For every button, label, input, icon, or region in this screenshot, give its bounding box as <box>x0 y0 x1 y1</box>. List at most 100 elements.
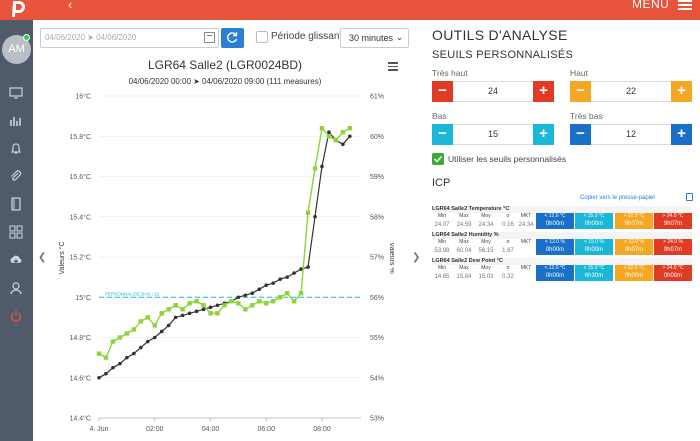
hamburger-icon[interactable] <box>678 0 692 10</box>
low-minus-button[interactable]: − <box>432 124 453 145</box>
icp-zone-header: > 24.0 % <box>654 239 692 246</box>
custom-thresholds-title: SEUILS PERSONNALISÉS <box>432 49 574 61</box>
duration-select[interactable]: 30 minutes ⌄ <box>340 28 409 48</box>
temperature-point <box>257 287 262 292</box>
very-low-stepper: − 12 + <box>570 124 692 145</box>
chevron-right-icon[interactable]: ❯ <box>412 252 421 263</box>
icp-stat-header: Max <box>459 265 469 271</box>
low-plus-button[interactable]: + <box>533 124 554 145</box>
temperature-point <box>341 142 345 147</box>
high-input[interactable]: 22 <box>591 81 671 102</box>
temperature-point <box>166 323 171 328</box>
y-left-tick-label: 15.8°C <box>70 133 91 141</box>
icp-block: LGR64 Salle2 Dew Point °C Min Max Moy σ MKT 14… <box>432 258 692 284</box>
icp-zone-header: < 15.0 °C <box>575 213 613 220</box>
icp-zone-header: < 12.0 °C <box>536 265 574 272</box>
humidity-point <box>201 303 206 308</box>
humidity-point <box>187 301 192 306</box>
x-tick-label: 02:00 <box>146 426 164 433</box>
humidity-point <box>110 339 116 344</box>
y-left-tick-label: 15.6°C <box>70 173 91 181</box>
temperature-point <box>327 130 331 135</box>
temperature-series-line <box>98 130 351 379</box>
temperature-point <box>313 214 317 219</box>
humidity-point <box>124 331 130 336</box>
humidity-point <box>194 299 199 304</box>
y-left-tick-label: 15.2°C <box>70 254 91 262</box>
icp-zone-header: > 22.0 °C <box>615 265 653 272</box>
bell-icon[interactable] <box>9 142 23 156</box>
temperature-point <box>243 293 248 298</box>
grid-icon[interactable] <box>9 225 23 239</box>
very-low-plus-button[interactable]: + <box>671 124 692 145</box>
icp-table: LGR64 Salle2 Temperature °C Min Max Moy σ MKT… <box>432 206 692 284</box>
sliding-period-checkbox[interactable] <box>256 31 268 43</box>
copy-icon[interactable] <box>686 193 693 201</box>
y-left-tick-label: 15.4°C <box>70 213 91 221</box>
humidity-point <box>284 291 290 296</box>
very-low-minus-button[interactable]: − <box>570 124 591 145</box>
icp-stat-header: Min <box>437 213 447 219</box>
y-left-tick-label: 15°C <box>75 294 91 302</box>
low-stepper: − 15 + <box>432 124 554 145</box>
very-low-input[interactable]: 12 <box>591 124 671 145</box>
menu-label[interactable]: MENU <box>632 0 670 11</box>
icp-stat-value: 1.67 <box>502 248 514 254</box>
date-range-text: 04/06/2020 ➤ 04/06/2020 <box>45 33 137 42</box>
power-icon[interactable] <box>9 309 23 323</box>
copy-clipboard-link[interactable]: Copier vers le presse-papier <box>580 195 656 201</box>
icp-stat-header: MKT <box>520 213 532 219</box>
humidity-point <box>291 299 297 304</box>
low-input[interactable]: 15 <box>453 124 533 145</box>
paperclip-icon[interactable] <box>9 170 23 184</box>
icp-zone-duration: 0h00m <box>536 220 574 229</box>
icp-stat-header: σ <box>506 265 510 271</box>
icp-block: LGR64 Salle2 Humidity % Min Max Moy σ MKT 53.9… <box>432 232 692 258</box>
very-high-minus-button[interactable]: − <box>432 81 453 102</box>
humidity-point <box>166 307 171 312</box>
icp-stat-value: 0.32 <box>502 274 514 280</box>
high-plus-button[interactable]: + <box>671 81 692 102</box>
app-logo-icon[interactable] <box>6 0 30 18</box>
temperature-point <box>118 361 122 366</box>
y-right-tick-label: 56% <box>370 295 384 302</box>
high-minus-button[interactable]: − <box>570 81 591 102</box>
humidity-point <box>250 303 255 308</box>
user-icon[interactable] <box>9 281 23 295</box>
temperature-point <box>201 307 206 312</box>
book-icon[interactable] <box>9 197 23 211</box>
top-bar: ‹ MENU <box>0 0 700 20</box>
very-high-input[interactable]: 24 <box>453 81 533 102</box>
date-range-input[interactable]: 04/06/2020 ➤ 04/06/2020 <box>40 28 219 48</box>
monitor-icon[interactable] <box>9 86 23 100</box>
icp-stat-value: 24.34 <box>518 222 534 228</box>
refresh-button[interactable] <box>221 28 244 48</box>
bar-chart-icon[interactable] <box>9 114 23 128</box>
x-tick-label: 06:00 <box>257 426 275 433</box>
humidity-point <box>312 166 318 171</box>
icp-stat-value: 15.03 <box>478 274 494 280</box>
icp-sensor-name: LGR64 Salle2 Temperature °C <box>432 206 692 213</box>
humidity-point <box>305 210 311 215</box>
temperature-point <box>97 375 101 380</box>
high-stepper: − 22 + <box>570 81 692 102</box>
temperature-point <box>292 271 296 275</box>
humidity-point <box>173 303 178 308</box>
icp-zone-duration: 0h00m <box>536 246 574 255</box>
temperature-point <box>236 295 241 300</box>
chevron-left-icon[interactable]: ❮ <box>38 252 47 263</box>
icp-stat-value: 60.04 <box>456 248 472 254</box>
humidity-point <box>243 307 248 312</box>
use-thresholds-checkbox[interactable] <box>432 153 444 165</box>
very-high-plus-button[interactable]: + <box>533 81 554 102</box>
temperature-point <box>306 265 310 269</box>
icp-stat-header: Moy <box>481 265 491 271</box>
calendar-icon[interactable] <box>204 32 215 43</box>
chart-menu-icon[interactable] <box>388 62 398 71</box>
back-chevron-icon[interactable]: ‹ <box>68 0 73 12</box>
cloud-upload-icon[interactable] <box>9 253 23 267</box>
humidity-point <box>264 301 269 306</box>
icp-stat-value: 53.98 <box>434 248 450 254</box>
icp-stat-header: σ <box>506 213 510 219</box>
temperature-point <box>187 311 192 316</box>
